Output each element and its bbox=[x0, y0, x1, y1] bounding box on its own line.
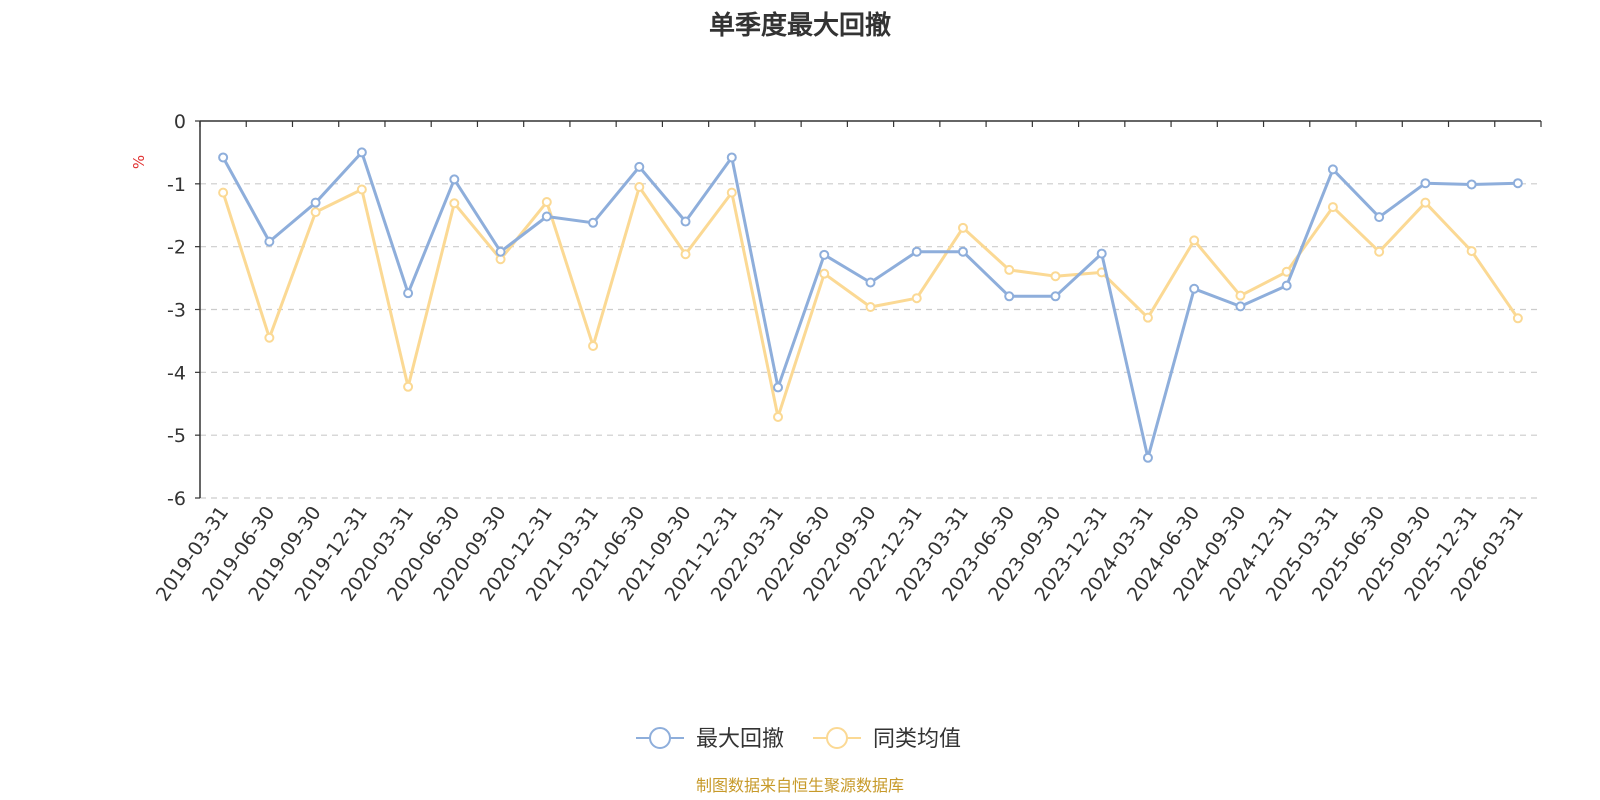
y-axis-tick-labels: 0 -1 -2 -3 -4 -5 -6 bbox=[167, 111, 186, 510]
legend-item-1[interactable]: 最大回撤 bbox=[636, 727, 784, 752]
series-1-point[interactable] bbox=[1374, 212, 1385, 223]
y-tick-label: -2 bbox=[167, 237, 186, 259]
series-2-point[interactable] bbox=[1512, 313, 1523, 324]
series-2-point[interactable] bbox=[634, 181, 645, 192]
series-1-point[interactable] bbox=[449, 174, 460, 185]
series-1-point[interactable] bbox=[356, 147, 367, 158]
y-axis-unit: % bbox=[130, 155, 148, 169]
series-2-point[interactable] bbox=[865, 301, 876, 312]
series-1-point[interactable] bbox=[819, 249, 830, 260]
y-tick-label: -1 bbox=[167, 174, 186, 196]
series-2-point[interactable] bbox=[218, 187, 229, 198]
axes bbox=[195, 120, 1542, 499]
series-2-point[interactable] bbox=[1374, 246, 1385, 257]
y-tick-label: -4 bbox=[167, 362, 186, 384]
series-2-point[interactable] bbox=[819, 268, 830, 279]
series-1-point[interactable] bbox=[1281, 280, 1292, 291]
series-1-point[interactable] bbox=[588, 217, 599, 228]
series-1-point[interactable] bbox=[1004, 291, 1015, 302]
series-2-point[interactable] bbox=[680, 249, 691, 260]
series-1-point[interactable] bbox=[680, 216, 691, 227]
series-1-point[interactable] bbox=[218, 152, 229, 163]
series-2-point[interactable] bbox=[1004, 264, 1015, 275]
series-2-point[interactable] bbox=[541, 197, 552, 208]
legend-label: 最大回撤 bbox=[696, 727, 784, 752]
series-2-point[interactable] bbox=[1235, 290, 1246, 301]
series-1-point[interactable] bbox=[264, 236, 275, 247]
series-2-point[interactable] bbox=[773, 411, 784, 422]
series-1-point[interactable] bbox=[634, 161, 645, 172]
series-1-point[interactable] bbox=[1420, 178, 1431, 189]
series-2-point[interactable] bbox=[264, 332, 275, 343]
series-1-point[interactable] bbox=[1189, 283, 1200, 294]
series-1-point[interactable] bbox=[1512, 178, 1523, 189]
series-2-point[interactable] bbox=[1050, 271, 1061, 282]
legend-marker bbox=[649, 727, 671, 749]
series-1-point[interactable] bbox=[957, 246, 968, 257]
series-1-point[interactable] bbox=[1466, 179, 1477, 190]
series-1-point[interactable] bbox=[1142, 452, 1153, 463]
series-line-2 bbox=[221, 185, 1520, 419]
legend-marker bbox=[826, 727, 848, 749]
series-2-point[interactable] bbox=[1142, 312, 1153, 323]
plot-series bbox=[218, 147, 1523, 463]
legend[interactable]: 最大回撤 同类均值 bbox=[636, 727, 961, 752]
series-2-point[interactable] bbox=[588, 340, 599, 351]
chart-title: 单季度最大回撤 bbox=[709, 10, 891, 41]
series-1-point[interactable] bbox=[773, 382, 784, 393]
series-1-point[interactable] bbox=[1327, 164, 1338, 175]
y-tick-label: 0 bbox=[174, 111, 186, 133]
series-2-point[interactable] bbox=[356, 184, 367, 195]
series-1-point[interactable] bbox=[1096, 248, 1107, 259]
series-1-point[interactable] bbox=[1235, 301, 1246, 312]
series-1-point[interactable] bbox=[495, 246, 506, 257]
series-1-point[interactable] bbox=[726, 152, 737, 163]
series-2-point[interactable] bbox=[1189, 235, 1200, 246]
series-1-point[interactable] bbox=[541, 211, 552, 222]
legend-item-2[interactable]: 同类均值 bbox=[813, 727, 961, 752]
series-2-point[interactable] bbox=[726, 187, 737, 198]
series-1-point[interactable] bbox=[1050, 291, 1061, 302]
series-2-point[interactable] bbox=[911, 293, 922, 304]
series-1-point[interactable] bbox=[310, 197, 321, 208]
series-2-point[interactable] bbox=[310, 207, 321, 218]
series-2-point[interactable] bbox=[1420, 197, 1431, 208]
x-axis-tick-labels: 2019-03-312019-06-302019-09-302019-12-31… bbox=[152, 502, 1528, 605]
series-1-point[interactable] bbox=[911, 246, 922, 257]
series-2-point[interactable] bbox=[1466, 246, 1477, 257]
source-note: 制图数据来自恒生聚源数据库 bbox=[696, 776, 904, 795]
y-tick-label: -6 bbox=[167, 488, 186, 510]
series-2-point[interactable] bbox=[403, 381, 414, 392]
series-1-point[interactable] bbox=[403, 288, 414, 299]
grid-lines bbox=[200, 183, 1541, 499]
y-tick-label: -3 bbox=[167, 300, 186, 322]
series-2-point[interactable] bbox=[1327, 202, 1338, 213]
y-tick-label: -5 bbox=[167, 425, 186, 447]
series-2-point[interactable] bbox=[449, 198, 460, 209]
legend-label: 同类均值 bbox=[873, 727, 961, 752]
series-1-point[interactable] bbox=[865, 277, 876, 288]
series-2-point[interactable] bbox=[957, 222, 968, 233]
